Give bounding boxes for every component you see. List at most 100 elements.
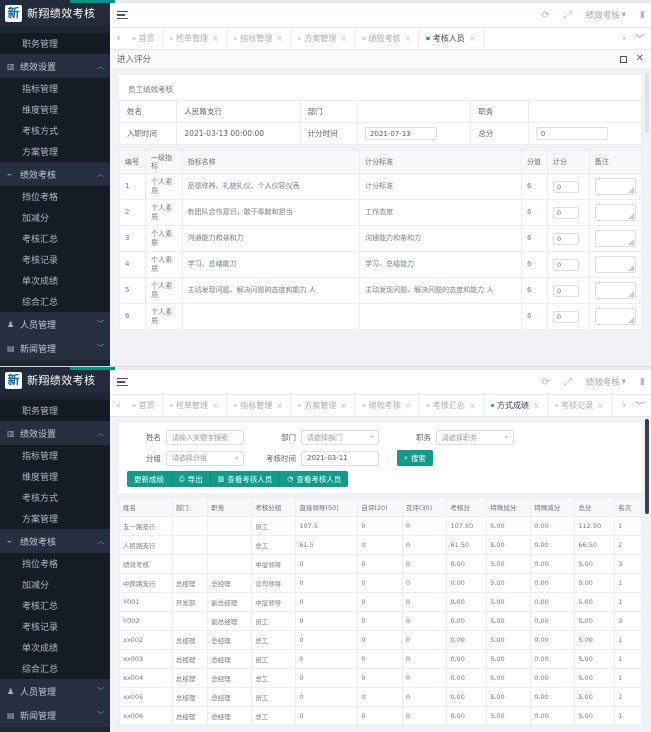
sidebar-item-indicator-management[interactable]: 指标管理 — [22, 452, 59, 462]
sidebar-item-plan-management[interactable]: 方案管理 — [22, 515, 59, 525]
tab-indicator-management[interactable]: 指标管理 × — [227, 27, 291, 50]
sidebar-item-assessment-summary[interactable]: 考核汇总 — [22, 602, 59, 612]
close-icon[interactable]: × — [340, 401, 348, 410]
view-assessors-history-button[interactable]: ◔ 查看考核人员 — [280, 471, 349, 487]
sidebar-item-comprehensive-summary[interactable]: 综合汇总 — [22, 298, 59, 308]
more-icon[interactable]: ▮ — [640, 377, 645, 387]
scroll-area-panel2[interactable]: 姓名 请输入关键字搜索 部门 请选择部门 ▾ 职务 — [110, 417, 651, 732]
score-input[interactable]: 0 — [553, 284, 580, 297]
hamburger-icon[interactable] — [117, 377, 128, 387]
close-icon[interactable]: × — [276, 401, 283, 410]
name-input[interactable]: 请输入关键字搜索 — [166, 430, 244, 445]
tab-dropdown-icon[interactable]: ﹀ — [634, 402, 644, 412]
job-select[interactable]: 请选择职务 ▾ — [436, 430, 514, 445]
sidebar-item-job-management[interactable]: 职务管理 — [0, 400, 110, 421]
total-score-input[interactable]: 0 — [535, 127, 608, 140]
table-row[interactable]: xx006 总经理 总经理 总工 0 0 0 0.00 5.00 0.00 5.… — [119, 706, 642, 726]
sidebar-item-assessment-summary[interactable]: 考核汇总 — [22, 235, 59, 245]
table-row[interactable]: Y001 开发部 副总经理 中层领导 0 0 0 0.00 5.00 0.00 … — [119, 592, 642, 612]
sidebar-group-news-management[interactable]: ▤ 新闻管理 ﹀ — [0, 703, 110, 727]
user-menu[interactable]: 绩效考核 ▾ — [586, 376, 626, 388]
tab-home[interactable]: 首页 — [125, 394, 163, 417]
sidebar-item-assessment-record[interactable]: 考核记录 — [22, 623, 59, 633]
table-row[interactable]: xx005 总经理 总经理 员工 0 0 0 0.00 5.00 0.00 5.… — [119, 687, 642, 707]
close-icon[interactable]: ✕ — [635, 53, 644, 64]
tab-scroll-left[interactable]: ‹ — [116, 400, 121, 411]
table-row[interactable]: 五一路支行 员工 107.5 0 0 107.50 5.00 0.00 112.… — [119, 516, 642, 536]
close-icon[interactable]: × — [340, 34, 348, 43]
sidebar-item-single-result[interactable]: 单次成绩 — [22, 644, 59, 654]
close-icon[interactable]: × — [212, 34, 219, 43]
user-menu[interactable]: 绩效考核 ▾ — [586, 9, 626, 21]
sidebar-item-assessment-method[interactable]: 考核方式 — [22, 494, 59, 504]
score-time-input[interactable]: 2021-07-13 — [365, 127, 438, 140]
sidebar-item-indicator-management[interactable]: 指标管理 — [22, 85, 59, 95]
sidebar-item-grade-standard[interactable]: 挡位考格 — [22, 193, 59, 203]
refresh-icon[interactable]: ⟳ — [541, 376, 550, 388]
table-row[interactable]: 中原路支行 总经理 总经理 公司领导 0 0 0 0.00 5.00 0.00 … — [119, 573, 642, 593]
fullscreen-icon[interactable]: ⤢ — [563, 9, 572, 21]
table-row[interactable]: xx003 总经理 总经理 员工 0 0 0 0.00 5.00 0.00 5.… — [119, 649, 642, 669]
tab-method-score[interactable]: 方式成绩 × — [484, 394, 548, 417]
table-row[interactable]: 绩效考核 中层领导 0 0 0 0.00 5.00 0.00 5.00 3 — [119, 554, 642, 574]
tab-assessment-summary[interactable]: 考核汇总 × — [419, 394, 484, 417]
search-button[interactable]: ⌕ 搜索 — [397, 450, 433, 466]
table-row[interactable]: xx002 总经理 总经理 总工 0 0 0 0.00 5.00 0.00 5.… — [119, 630, 642, 650]
assess-time-input[interactable]: 2021-03-11 — [301, 450, 379, 466]
sidebar-item-assessment-record[interactable]: 考核记录 — [22, 256, 59, 266]
close-icon[interactable]: × — [404, 34, 412, 43]
tab-performance-assessment[interactable]: 绩效考核 × — [355, 27, 420, 50]
sidebar-item-dimension-management[interactable]: 维度管理 — [22, 106, 59, 116]
sidebar-group-performance-assessment[interactable]: ⌁ 绩效考核 ︿ — [0, 529, 110, 553]
view-assessors-chart-button[interactable]: ▥ 查看考核人员 — [210, 471, 281, 487]
close-icon[interactable]: × — [404, 401, 412, 410]
tab-assessment-personnel[interactable]: 考核人员 × — [419, 27, 484, 50]
score-input[interactable]: 0 — [553, 310, 580, 323]
table-row[interactable]: Y002 副总经理 员工 0 0 0 0.00 5.00 0.00 5.00 3 — [119, 611, 642, 631]
brand[interactable]: 新 新翔绩效考核 — [0, 0, 110, 26]
close-icon[interactable]: × — [533, 401, 540, 410]
tab-indicator-management[interactable]: 指标管理 × — [227, 394, 291, 417]
update-score-button[interactable]: 更新成绩 — [127, 471, 172, 487]
export-button[interactable]: ⎙ 导出 — [172, 471, 211, 487]
table-row[interactable]: 人民路支行 总工 61.5 0 0 61.50 5.00 0.00 66.50 … — [119, 535, 642, 555]
score-input[interactable]: 0 — [553, 232, 580, 245]
sidebar-item-job-management[interactable]: 职务管理 — [0, 33, 110, 54]
tab-plan-management[interactable]: 方案管理 × — [291, 27, 356, 50]
sidebar-item-add-deduct-score[interactable]: 加减分 — [22, 581, 50, 591]
sidebar-group-personnel-management[interactable]: ♟ 人员管理 ﹀ — [0, 679, 110, 703]
tab-scroll-right[interactable]: › — [622, 400, 626, 411]
sidebar-item-dimension-management[interactable]: 维度管理 — [22, 473, 59, 483]
sidebar-group-performance-assessment[interactable]: ⌁ 绩效考核 ︿ — [0, 162, 110, 186]
sidebar-group-performance-settings[interactable]: ▥ 绩效设置 ︿ — [0, 54, 110, 78]
close-icon[interactable]: × — [597, 401, 604, 410]
close-icon[interactable]: × — [468, 401, 476, 410]
more-icon[interactable]: ▮ — [640, 10, 645, 20]
scrollbar-panel2[interactable] — [645, 419, 649, 514]
note-textarea[interactable] — [594, 256, 636, 274]
sidebar-item-grade-standard[interactable]: 挡位考格 — [22, 560, 59, 570]
close-icon[interactable]: × — [468, 34, 476, 43]
sidebar-item-add-deduct-score[interactable]: 加减分 — [22, 214, 50, 224]
sidebar-group-personnel-management[interactable]: ♟ 人员管理 ﹀ — [0, 312, 110, 336]
close-icon[interactable]: × — [276, 34, 283, 43]
fullscreen-icon[interactable]: ⤢ — [563, 376, 572, 388]
scrollbar-panel1[interactable] — [645, 73, 649, 133]
dept-select[interactable]: 请选择部门 ▾ — [301, 430, 379, 445]
sidebar-group-news-management[interactable]: ▤ 新闻管理 ﹀ — [0, 336, 110, 360]
note-textarea[interactable] — [594, 282, 636, 300]
hamburger-icon[interactable] — [117, 10, 128, 20]
sidebar-item-single-result[interactable]: 单次成绩 — [22, 277, 59, 287]
tab-dropdown-icon[interactable]: ﹀ — [634, 35, 644, 45]
tab-assessment-record[interactable]: 考核记录 × — [548, 394, 612, 417]
sidebar-item-assessment-method[interactable]: 考核方式 — [22, 127, 59, 137]
note-textarea[interactable] — [594, 204, 636, 222]
group-select[interactable]: 请选择分组 ▾ — [166, 450, 244, 466]
score-input[interactable]: 0 — [553, 258, 580, 271]
note-textarea[interactable] — [594, 308, 636, 326]
score-input[interactable]: 0 — [553, 180, 580, 193]
brand[interactable]: 新 新翔绩效考核 — [0, 367, 110, 393]
close-icon[interactable]: × — [212, 401, 219, 410]
sidebar-group-performance-settings[interactable]: ▥ 绩效设置 ︿ — [0, 421, 110, 445]
score-input[interactable]: 0 — [553, 206, 580, 219]
